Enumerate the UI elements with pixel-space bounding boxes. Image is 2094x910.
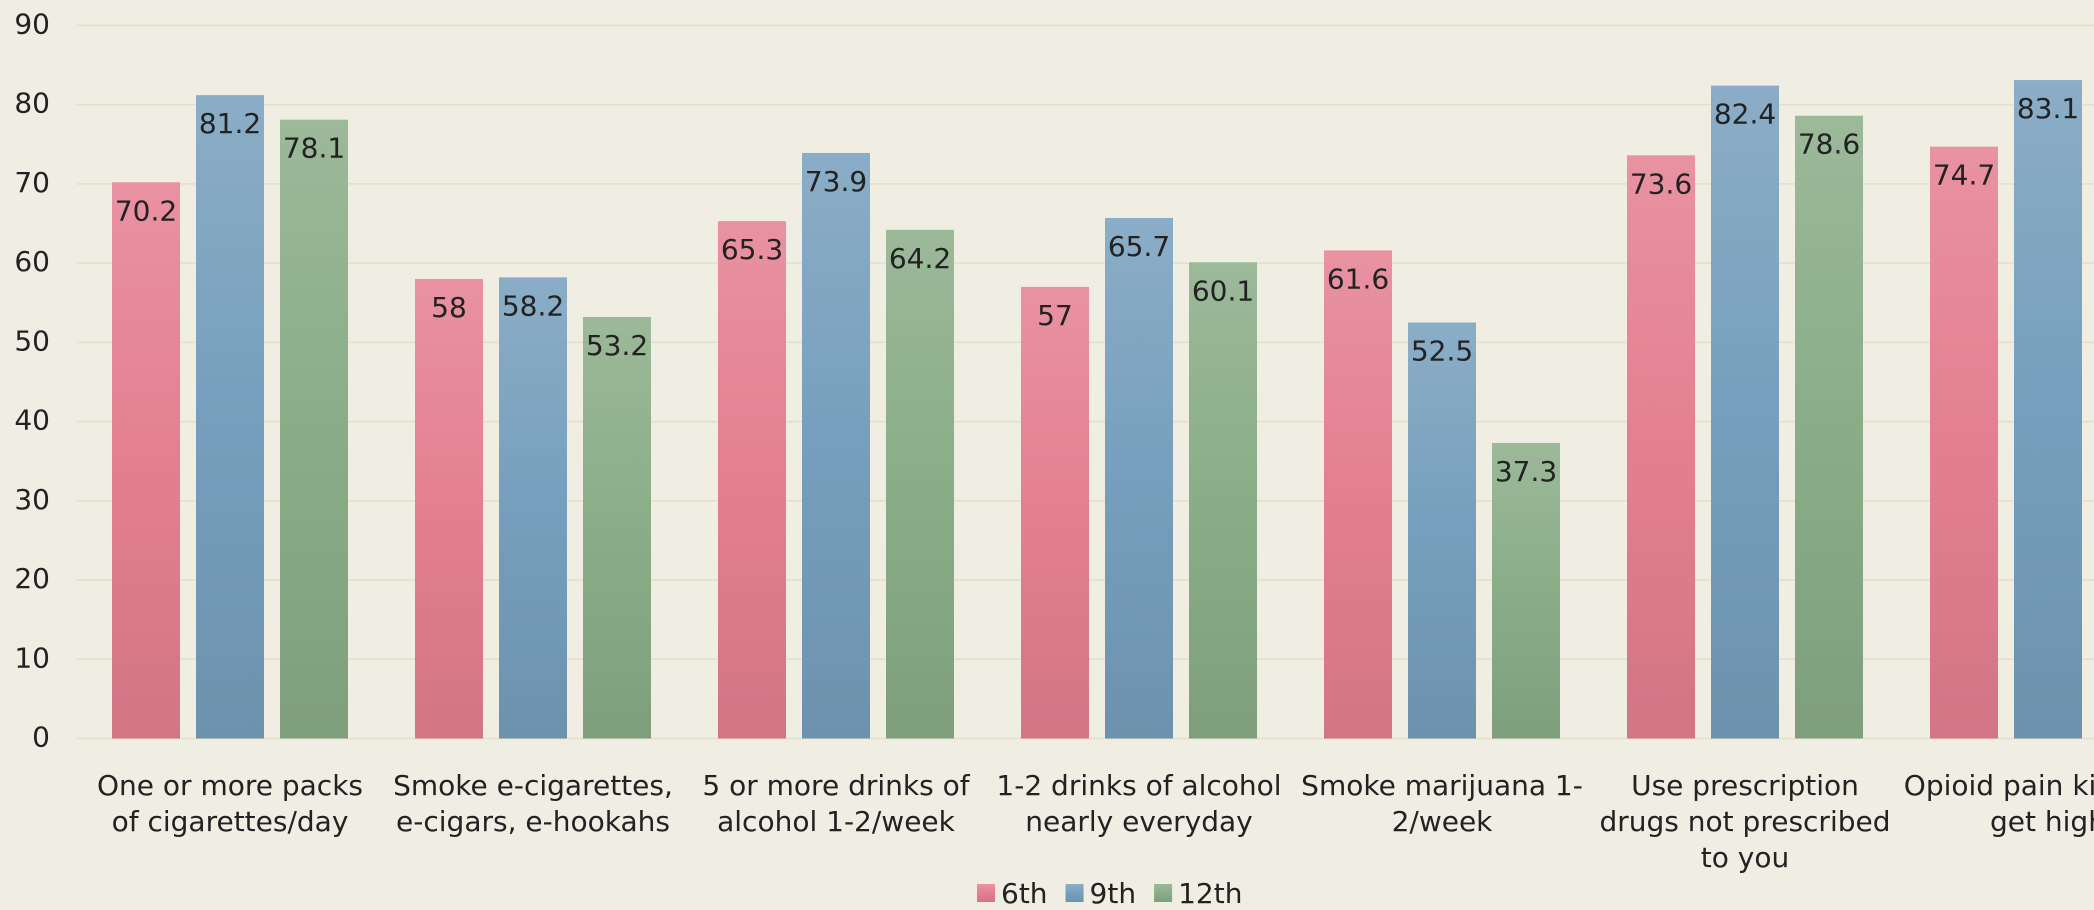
bar <box>280 119 348 739</box>
y-tick-label: 40 <box>14 404 50 437</box>
value-label: 61.6 <box>1327 262 1389 295</box>
value-label: 52.5 <box>1411 335 1473 368</box>
bar <box>1930 146 1998 739</box>
value-label: 65.3 <box>721 233 783 266</box>
y-tick-label: 10 <box>14 641 50 674</box>
y-tick-label: 80 <box>14 87 50 120</box>
x-tick-label: 5 or more drinks of alcohol 1-2/week <box>702 769 970 838</box>
legend-label: 12th <box>1178 877 1242 910</box>
x-tick-label: 1-2 drinks of alcohol nearly everyday <box>996 769 1281 838</box>
bar <box>1627 155 1695 739</box>
value-label: 74.7 <box>1933 159 1995 192</box>
bar <box>1795 115 1863 739</box>
bar <box>1189 262 1257 739</box>
bar <box>196 95 264 739</box>
value-label: 78.6 <box>1798 128 1860 161</box>
value-label: 73.9 <box>805 165 867 198</box>
value-label: 70.2 <box>115 194 177 227</box>
bar <box>415 278 483 739</box>
value-label: 83.1 <box>2017 92 2079 125</box>
bar <box>583 316 651 739</box>
bar <box>2014 80 2082 739</box>
bar <box>1324 250 1392 739</box>
y-tick-label: 90 <box>14 7 50 40</box>
bar <box>112 182 180 739</box>
y-tick-label: 30 <box>14 483 50 516</box>
bar <box>718 221 786 739</box>
legend-label: 6th <box>1001 877 1048 910</box>
legend-swatch <box>1154 884 1173 902</box>
y-tick-label: 50 <box>14 324 50 357</box>
x-tick-label: Smoke marijuana 1-2/week <box>1301 769 1583 838</box>
bar <box>886 229 954 739</box>
y-tick-label: 60 <box>14 245 50 278</box>
value-label: 53.2 <box>586 329 648 362</box>
y-tick-label: 20 <box>14 562 50 595</box>
bar <box>1408 322 1476 739</box>
legend-swatch <box>1065 884 1084 902</box>
bar <box>1711 85 1779 739</box>
value-label: 81.2 <box>199 107 261 140</box>
x-tick-label: Use prescription drugs not prescribed to y… <box>1600 769 1891 874</box>
value-label: 60.1 <box>1192 274 1254 307</box>
legend-swatch <box>977 884 995 902</box>
bar <box>802 152 870 739</box>
x-tick-label: One or more packs of cigarettes/day <box>97 769 363 838</box>
value-label: 58.2 <box>502 289 564 322</box>
y-tick-label: 70 <box>14 166 50 199</box>
y-tick-label: 0 <box>32 721 50 754</box>
value-label: 57 <box>1037 299 1073 332</box>
value-label: 82.4 <box>1714 98 1776 131</box>
x-tick-label: Opioid pain killers toget high <box>1904 769 2094 838</box>
bar <box>1021 286 1089 739</box>
bar <box>1105 217 1173 739</box>
x-tick-label: Smoke e-cigarettes, e-cigars, e-hookahs <box>393 769 673 838</box>
value-label: 73.6 <box>1630 167 1692 200</box>
value-label: 78.1 <box>283 132 345 165</box>
value-label: 37.3 <box>1495 455 1557 488</box>
bar <box>1492 442 1560 739</box>
value-label: 64.2 <box>889 242 951 275</box>
legend-label: 9th <box>1090 877 1137 910</box>
value-label: 58 <box>431 291 467 324</box>
bar <box>499 277 567 739</box>
value-label: 65.7 <box>1108 230 1170 263</box>
